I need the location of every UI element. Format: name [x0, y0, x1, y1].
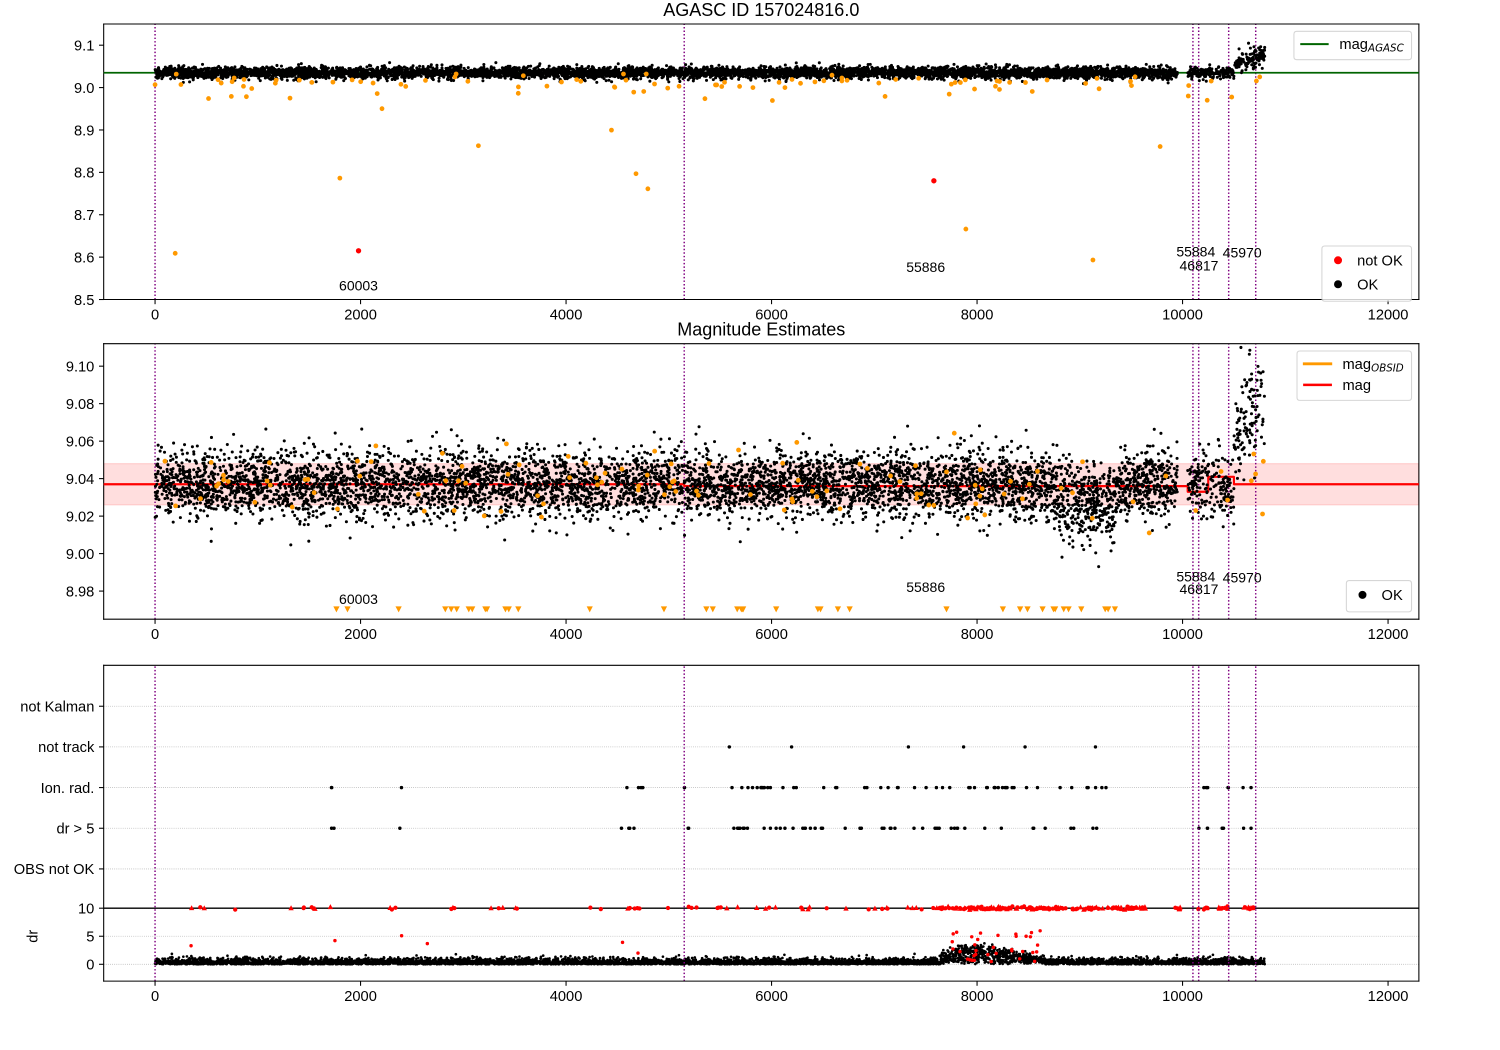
svg-text:mag: mag: [1342, 378, 1371, 394]
svg-text:4000: 4000: [550, 989, 583, 1005]
svg-text:OK: OK: [1357, 277, 1378, 293]
svg-text:10000: 10000: [1162, 989, 1203, 1005]
svg-text:2000: 2000: [344, 627, 377, 643]
svg-text:9.1: 9.1: [74, 39, 94, 55]
svg-text:9.10: 9.10: [66, 359, 95, 375]
svg-text:60003: 60003: [339, 277, 378, 293]
svg-text:9.04: 9.04: [66, 472, 95, 488]
svg-text:12000: 12000: [1368, 627, 1409, 643]
svg-text:8000: 8000: [961, 307, 994, 323]
svg-text:12000: 12000: [1368, 989, 1409, 1005]
svg-text:6000: 6000: [755, 989, 788, 1005]
svg-text:9.0: 9.0: [74, 81, 94, 97]
svg-text:4000: 4000: [550, 307, 583, 323]
svg-text:55886: 55886: [906, 579, 945, 595]
svg-text:10000: 10000: [1162, 627, 1203, 643]
svg-text:8.98: 8.98: [66, 584, 95, 600]
svg-text:not Kalman: not Kalman: [20, 700, 94, 716]
svg-text:10: 10: [78, 902, 94, 918]
svg-text:Magnitude Estimates: Magnitude Estimates: [677, 320, 845, 340]
svg-text:2000: 2000: [344, 307, 377, 323]
svg-text:5: 5: [86, 930, 94, 946]
svg-text:9.02: 9.02: [66, 509, 95, 525]
svg-text:8000: 8000: [961, 627, 994, 643]
svg-text:dr: dr: [26, 930, 42, 943]
svg-text:46817: 46817: [1180, 257, 1219, 273]
svg-text:8.8: 8.8: [74, 166, 94, 182]
svg-text:12000: 12000: [1368, 307, 1409, 323]
svg-text:60003: 60003: [339, 591, 378, 607]
svg-text:9.08: 9.08: [66, 397, 95, 413]
svg-text:2000: 2000: [344, 989, 377, 1005]
svg-text:45970: 45970: [1223, 570, 1262, 586]
svg-text:8.5: 8.5: [74, 293, 94, 309]
svg-text:8.7: 8.7: [74, 208, 94, 224]
svg-text:8.9: 8.9: [74, 123, 94, 139]
svg-text:8.6: 8.6: [74, 250, 94, 266]
svg-text:dr > 5: dr > 5: [56, 822, 94, 838]
svg-text:0: 0: [151, 989, 159, 1005]
svg-text:8000: 8000: [961, 989, 994, 1005]
svg-text:9.06: 9.06: [66, 434, 95, 450]
svg-text:6000: 6000: [755, 627, 788, 643]
svg-text:55886: 55886: [906, 259, 945, 275]
svg-text:AGASC ID 157024816.0: AGASC ID 157024816.0: [663, 0, 859, 20]
svg-text:0: 0: [151, 307, 159, 323]
svg-text:10000: 10000: [1162, 307, 1203, 323]
svg-text:9.00: 9.00: [66, 547, 95, 563]
svg-text:4000: 4000: [550, 627, 583, 643]
svg-text:OBS not OK: OBS not OK: [14, 862, 95, 878]
svg-text:0: 0: [151, 627, 159, 643]
svg-text:0: 0: [86, 958, 94, 974]
svg-text:not track: not track: [38, 740, 95, 756]
svg-text:Ion. rad.: Ion. rad.: [41, 781, 95, 797]
svg-text:not OK: not OK: [1357, 253, 1403, 269]
svg-text:46817: 46817: [1180, 581, 1219, 597]
svg-text:45970: 45970: [1223, 245, 1262, 261]
svg-text:OK: OK: [1382, 588, 1403, 604]
